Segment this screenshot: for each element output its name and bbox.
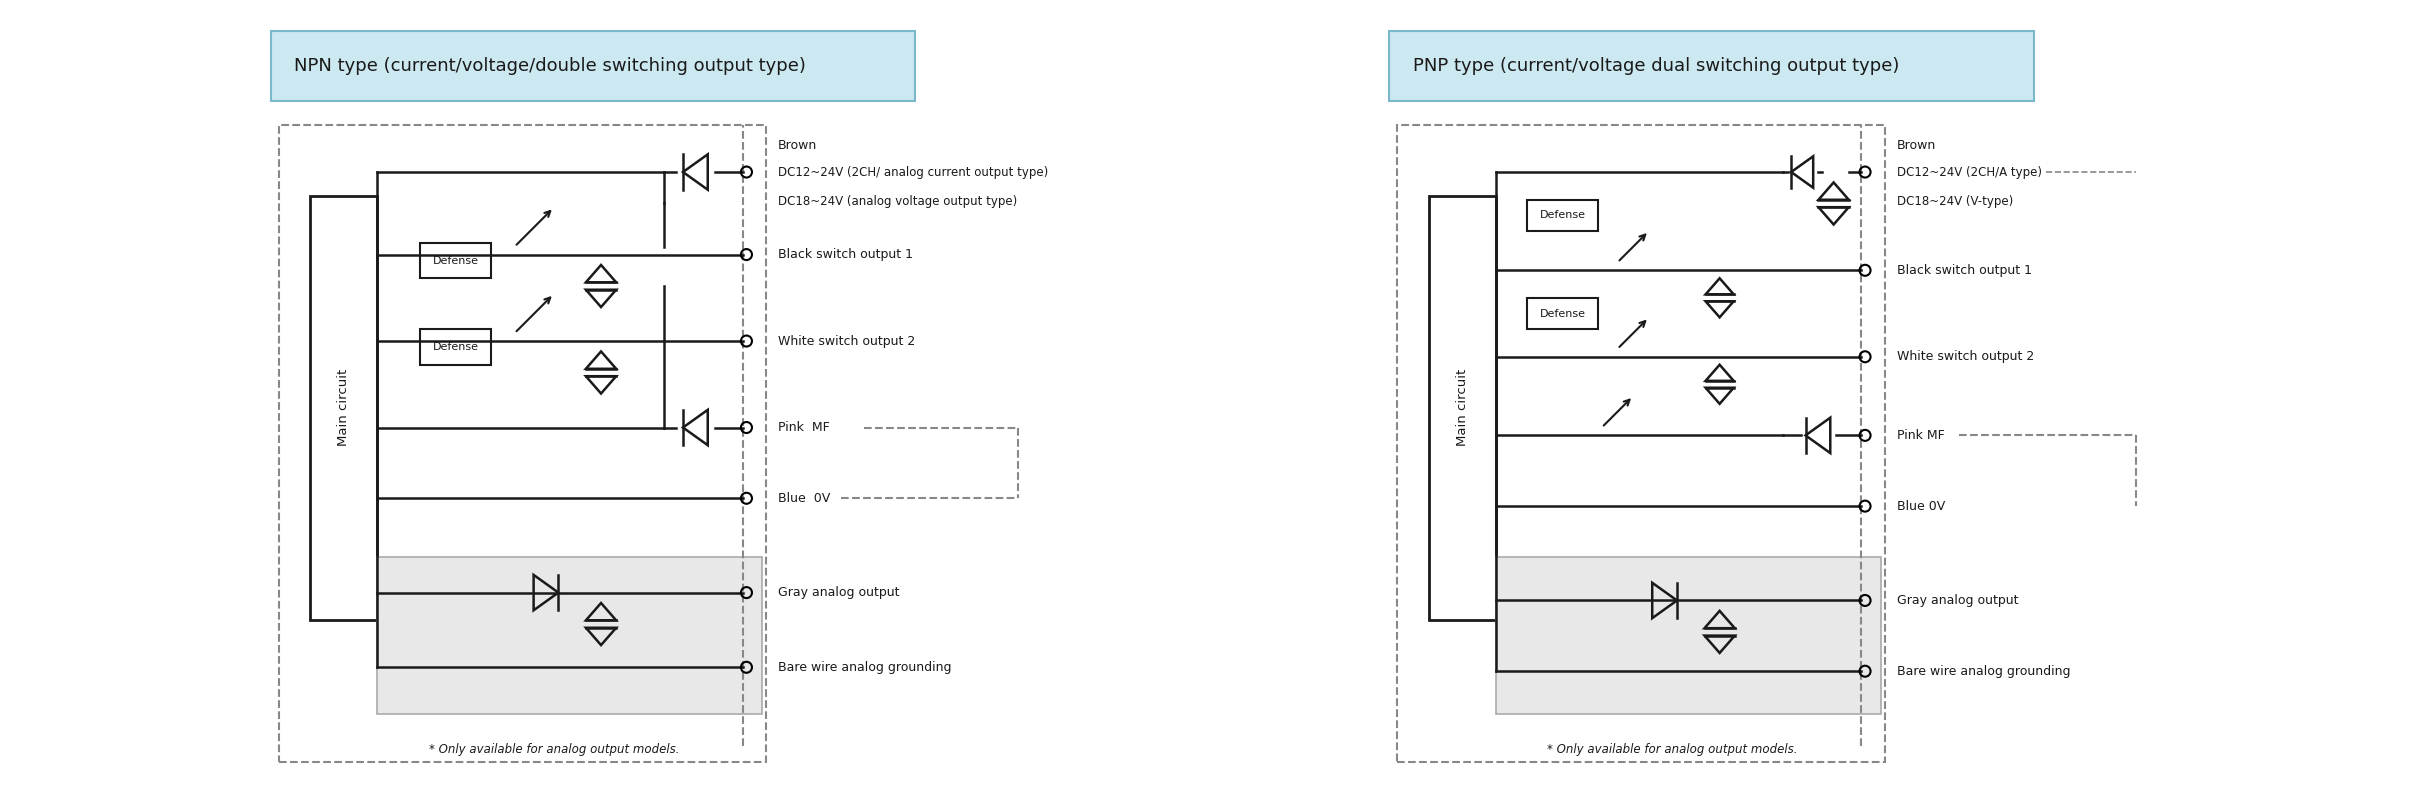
Text: Defense: Defense bbox=[432, 342, 478, 352]
Text: Brown: Brown bbox=[1896, 139, 1937, 152]
Text: * Only available for analog output models.: * Only available for analog output model… bbox=[1548, 743, 1797, 756]
Text: Gray analog output: Gray analog output bbox=[1896, 594, 2019, 607]
FancyBboxPatch shape bbox=[420, 242, 490, 278]
Text: White switch output 2: White switch output 2 bbox=[1896, 350, 2033, 363]
Text: DC18~24V (analog voltage output type): DC18~24V (analog voltage output type) bbox=[778, 195, 1017, 208]
FancyBboxPatch shape bbox=[420, 330, 490, 365]
Text: Main circuit: Main circuit bbox=[1456, 370, 1468, 446]
FancyBboxPatch shape bbox=[1430, 196, 1495, 620]
FancyBboxPatch shape bbox=[270, 30, 915, 102]
Text: Defense: Defense bbox=[1538, 309, 1584, 318]
Text: Bare wire analog grounding: Bare wire analog grounding bbox=[778, 661, 952, 674]
Text: DC12~24V (2CH/A type): DC12~24V (2CH/A type) bbox=[1896, 166, 2041, 178]
Text: DC12~24V (2CH/ analog current output type): DC12~24V (2CH/ analog current output typ… bbox=[778, 166, 1048, 178]
Text: Black switch output 1: Black switch output 1 bbox=[778, 248, 913, 261]
Text: Black switch output 1: Black switch output 1 bbox=[1896, 264, 2031, 277]
Text: White switch output 2: White switch output 2 bbox=[778, 334, 915, 347]
Text: Pink  MF: Pink MF bbox=[778, 421, 831, 434]
FancyBboxPatch shape bbox=[1389, 30, 2033, 102]
Text: Main circuit: Main circuit bbox=[338, 370, 350, 446]
Text: Defense: Defense bbox=[1538, 210, 1584, 220]
FancyBboxPatch shape bbox=[1495, 558, 1881, 714]
Text: DC18~24V (V-type): DC18~24V (V-type) bbox=[1896, 195, 2012, 208]
Text: Defense: Defense bbox=[432, 256, 478, 266]
Text: NPN type (current/voltage/double switching output type): NPN type (current/voltage/double switchi… bbox=[295, 57, 807, 75]
Text: * Only available for analog output models.: * Only available for analog output model… bbox=[427, 743, 679, 756]
Text: Blue  0V: Blue 0V bbox=[778, 492, 831, 505]
FancyBboxPatch shape bbox=[377, 558, 763, 714]
Text: Brown: Brown bbox=[778, 139, 816, 152]
Text: Bare wire analog grounding: Bare wire analog grounding bbox=[1896, 665, 2070, 678]
FancyBboxPatch shape bbox=[1526, 199, 1599, 231]
Text: PNP type (current/voltage dual switching output type): PNP type (current/voltage dual switching… bbox=[1413, 57, 1901, 75]
Text: Blue 0V: Blue 0V bbox=[1896, 500, 1944, 513]
Text: Gray analog output: Gray analog output bbox=[778, 586, 898, 599]
FancyBboxPatch shape bbox=[1526, 298, 1599, 330]
Text: Pink MF: Pink MF bbox=[1896, 429, 1944, 442]
FancyBboxPatch shape bbox=[309, 196, 377, 620]
